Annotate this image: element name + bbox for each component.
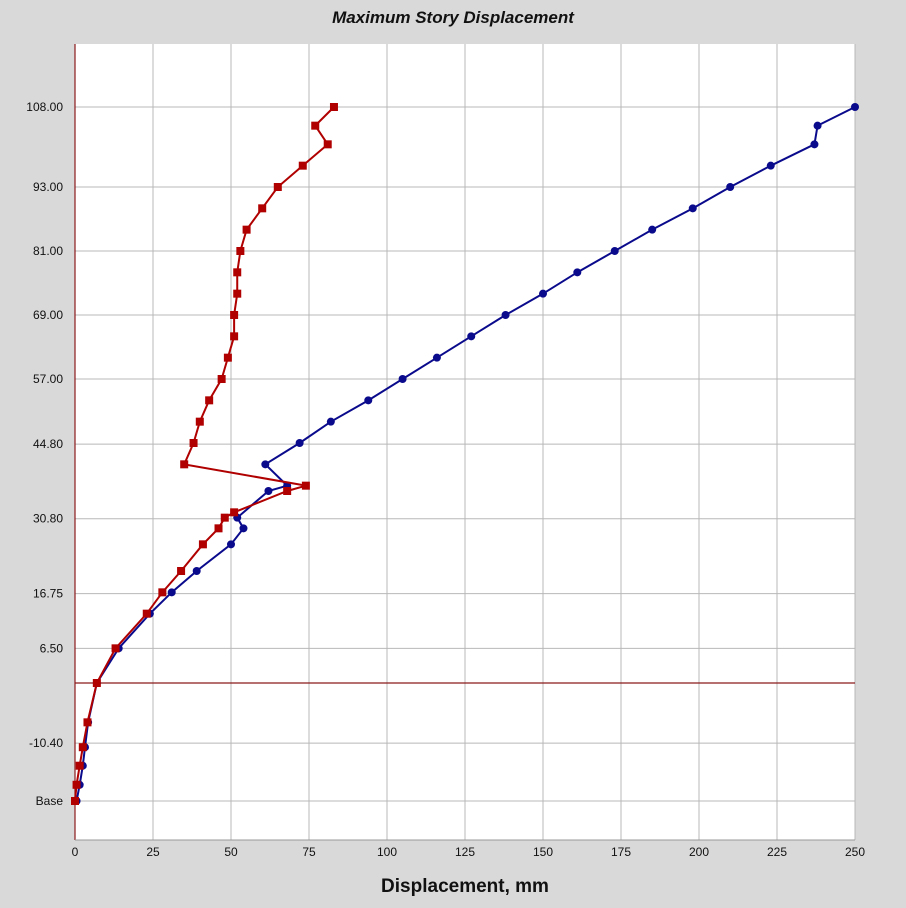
data-point-2: [273, 183, 282, 191]
x-tick-label: 200: [689, 845, 709, 859]
data-point-2: [83, 718, 92, 727]
data-point-1: [810, 140, 819, 149]
data-point-2: [189, 439, 198, 447]
data-point-1: [432, 353, 441, 362]
grid-layer: [75, 44, 856, 840]
y-tick-label: -10.40: [29, 736, 63, 750]
data-point-1: [167, 588, 176, 597]
data-point-1: [573, 268, 582, 277]
axis-layer: [74, 44, 855, 841]
data-point-2: [180, 460, 189, 469]
data-point-2: [78, 743, 87, 752]
x-tick-label: 75: [302, 845, 316, 859]
data-point-2: [217, 375, 226, 383]
data-point-1: [813, 121, 822, 130]
data-point-1: [192, 567, 201, 575]
data-point-2: [198, 540, 207, 549]
y-tick-label: 30.80: [33, 512, 63, 526]
data-point-1: [398, 375, 407, 383]
data-point-2: [236, 247, 245, 255]
data-point-2: [111, 644, 120, 653]
data-point-2: [195, 417, 204, 426]
data-point-1: [726, 183, 735, 191]
data-point-1: [364, 396, 373, 405]
x-tick-label: 175: [611, 845, 631, 859]
data-point-2: [230, 332, 239, 341]
data-point-1: [467, 332, 476, 341]
data-point-1: [648, 225, 657, 234]
data-point-1: [610, 247, 619, 255]
data-point-2: [92, 679, 101, 687]
data-point-1: [501, 311, 510, 319]
data-point-2: [220, 513, 229, 522]
data-point-2: [177, 567, 186, 575]
data-point-1: [688, 204, 697, 213]
y-tick-label: 93.00: [33, 180, 63, 194]
data-point-2: [71, 797, 79, 805]
x-tick-label: 0: [72, 845, 79, 859]
x-tick-label: 50: [224, 845, 238, 859]
data-point-2: [242, 225, 251, 234]
x-tick-label: 225: [767, 845, 787, 859]
chart-title: Maximum Story Displacement: [332, 8, 574, 27]
data-point-2: [230, 508, 239, 517]
data-point-2: [230, 311, 239, 319]
x-tick-label: 100: [377, 845, 397, 859]
data-point-2: [223, 353, 232, 362]
y-tick-label: 108.00: [26, 100, 63, 114]
series-line-2: [74, 106, 335, 802]
x-tick-label: 125: [455, 845, 475, 859]
data-point-1: [261, 460, 270, 469]
data-point-2: [72, 780, 81, 789]
data-point-1: [227, 540, 235, 549]
data-point-1: [295, 439, 304, 447]
data-point-2: [258, 204, 267, 213]
y-tick-label: 44.80: [33, 437, 63, 451]
data-point-2: [158, 588, 167, 597]
y-tick-label: 6.50: [40, 641, 64, 655]
data-point-2: [323, 140, 332, 149]
data-point-2: [283, 487, 292, 495]
data-point-2: [75, 761, 84, 770]
x-tick-label: 250: [845, 845, 865, 859]
x-tick-label: 25: [146, 845, 160, 859]
data-point-2: [301, 481, 310, 490]
data-point-2: [329, 103, 338, 111]
data-point-1: [326, 417, 335, 426]
data-point-2: [233, 268, 242, 277]
tick-layer: 0 25 50 75 100 125 150 175 200 225 250 Base -10.40 6.…: [26, 100, 865, 859]
data-point-2: [205, 396, 214, 405]
data-point-2: [142, 609, 151, 618]
y-tick-label: 81.00: [33, 244, 63, 258]
data-point-1: [851, 103, 859, 111]
x-axis-label: Displacement, mm: [381, 876, 549, 897]
data-point-1: [766, 161, 775, 170]
data-point-1: [264, 487, 273, 495]
data-point-1: [539, 289, 547, 298]
data-point-2: [214, 524, 223, 533]
data-point-2: [311, 121, 320, 130]
y-tick-label: Base: [36, 794, 64, 808]
data-point-2: [298, 161, 307, 170]
series-layer: [71, 103, 859, 805]
data-point-2: [233, 289, 242, 298]
y-tick-label: 57.00: [33, 372, 63, 386]
y-tick-label: 16.75: [33, 587, 63, 601]
y-tick-label: 69.00: [33, 308, 63, 322]
data-point-1: [239, 524, 248, 533]
x-tick-label: 150: [533, 845, 553, 859]
